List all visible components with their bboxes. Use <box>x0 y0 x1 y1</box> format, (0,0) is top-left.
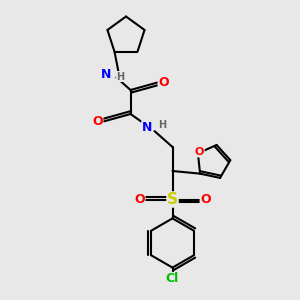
Text: O: O <box>92 115 103 128</box>
Text: O: O <box>200 193 211 206</box>
Text: S: S <box>167 192 178 207</box>
Text: Cl: Cl <box>166 272 179 286</box>
Text: O: O <box>158 76 169 89</box>
Text: O: O <box>195 147 204 157</box>
Text: N: N <box>100 68 111 82</box>
Text: H: H <box>116 71 125 82</box>
Text: N: N <box>142 121 152 134</box>
Text: O: O <box>134 193 145 206</box>
Text: H: H <box>158 119 166 130</box>
